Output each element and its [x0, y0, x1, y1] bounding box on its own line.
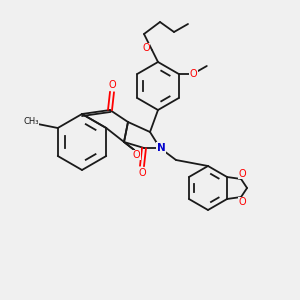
Text: O: O: [108, 80, 116, 90]
Text: N: N: [157, 143, 165, 153]
Text: O: O: [132, 150, 140, 160]
Text: O: O: [142, 43, 150, 53]
Text: O: O: [138, 168, 146, 178]
Text: O: O: [238, 169, 246, 179]
Text: O: O: [238, 197, 246, 207]
Text: O: O: [190, 69, 198, 79]
Text: CH₃: CH₃: [23, 118, 38, 127]
